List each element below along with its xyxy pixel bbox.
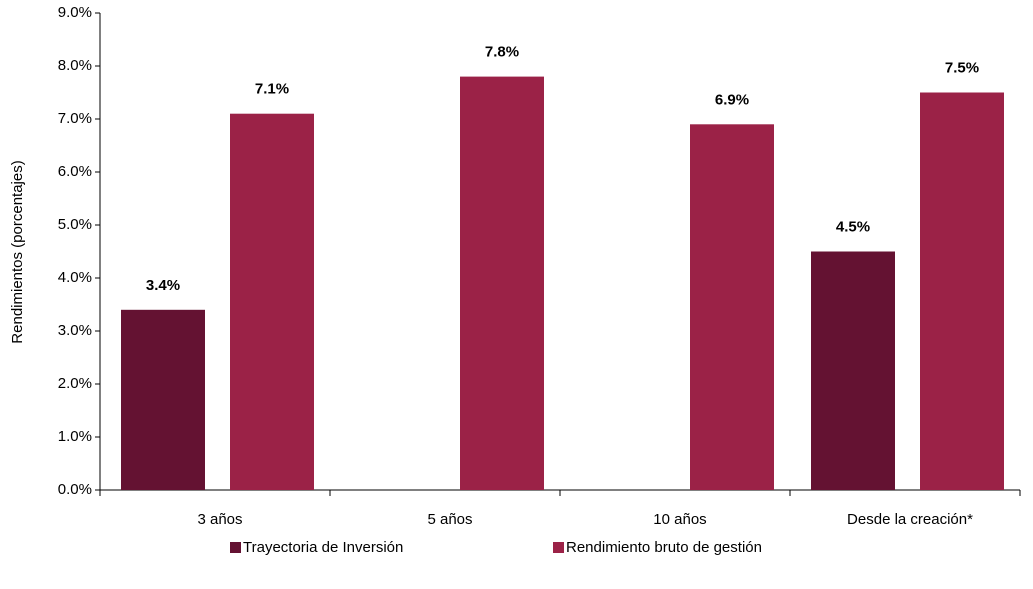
x-tick-label: 3 años [197, 511, 242, 528]
legend-swatch [553, 542, 564, 553]
x-tick-label: 5 años [427, 511, 472, 528]
bar [230, 113, 314, 490]
value-label: 4.5% [836, 218, 870, 235]
legend-swatch [230, 542, 241, 553]
value-label: 7.1% [255, 81, 289, 98]
y-tick-label: 1.0% [58, 428, 92, 445]
y-tick-label: 7.0% [58, 110, 92, 127]
x-tick-label: 10 años [653, 511, 706, 528]
y-axis-title: Rendimientos (porcentajes) [9, 160, 26, 343]
bar [690, 124, 774, 491]
value-label: 7.8% [485, 44, 519, 61]
value-label: 3.4% [146, 277, 180, 294]
bar [920, 92, 1004, 490]
legend-label: Rendimiento bruto de gestión [566, 539, 762, 556]
y-tick-label: 8.0% [58, 57, 92, 74]
x-tick-label: Desde la creación* [847, 511, 973, 528]
y-tick-label: 2.0% [58, 375, 92, 392]
y-tick-label: 6.0% [58, 163, 92, 180]
y-tick-label: 5.0% [58, 216, 92, 233]
y-tick-label: 3.0% [58, 322, 92, 339]
legend-label: Trayectoria de Inversión [243, 539, 403, 556]
y-tick-label: 9.0% [58, 4, 92, 21]
y-tick-label: 0.0% [58, 481, 92, 498]
bar [121, 309, 205, 490]
y-tick-label: 4.0% [58, 269, 92, 286]
bar [460, 76, 544, 490]
value-label: 6.9% [715, 91, 749, 108]
bar [811, 251, 895, 490]
value-label: 7.5% [945, 59, 979, 76]
